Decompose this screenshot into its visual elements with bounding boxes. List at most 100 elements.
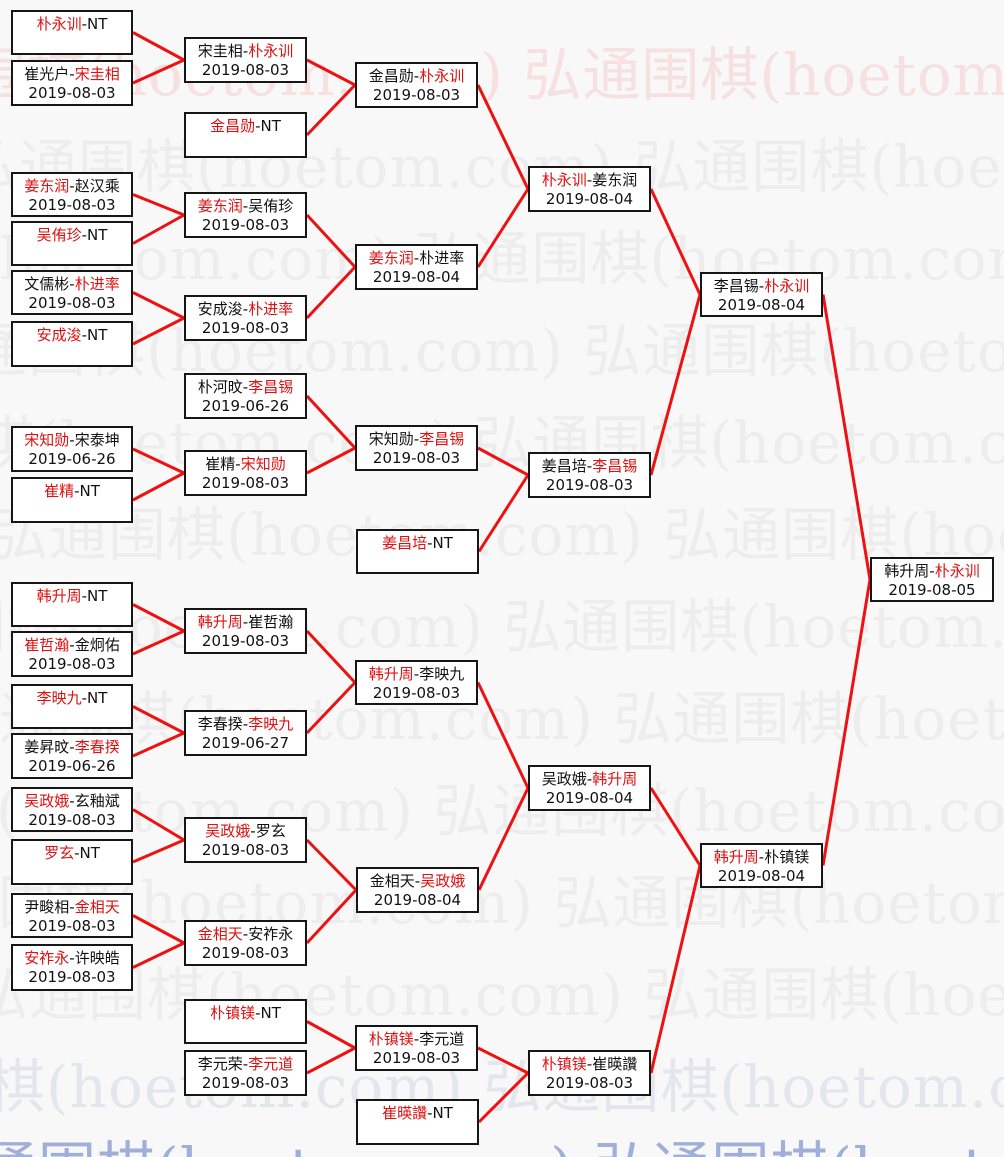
pairing-separator: - (242, 925, 249, 943)
pairing-separator: - (758, 277, 765, 295)
pairing-separator: - (586, 457, 593, 475)
match-box-c2b2: 金昌勋-NT (184, 112, 307, 158)
bracket-connector (132, 629, 185, 656)
match-pairing: 崔暎讚-NT (382, 1104, 453, 1123)
bracket-connector (132, 316, 185, 346)
player-name: NT (260, 117, 281, 135)
match-date: 2019-06-26 (28, 450, 116, 468)
pairing-separator: - (81, 326, 88, 344)
match-pairing: 韩升周-朴镇镁 (714, 848, 809, 867)
match-pairing: 韩升周-朴永训 (884, 562, 979, 581)
winner-name: 李映九 (248, 715, 294, 733)
player-name: NT (260, 1004, 281, 1022)
player-name: NT (432, 534, 453, 552)
match-pairing: 罗玄-NT (44, 844, 100, 863)
winner-name: 金相天 (197, 925, 243, 943)
match-date: 2019-08-03 (201, 61, 290, 79)
bracket-connector (305, 681, 357, 735)
pairing-separator: - (586, 1055, 593, 1073)
match-date: 2019-08-03 (201, 632, 290, 650)
winner-name: 韩升周 (197, 613, 243, 631)
pairing-separator: - (413, 67, 420, 85)
match-date: 2019-06-26 (28, 757, 116, 775)
bracket-connector (305, 213, 357, 269)
player-name: NT (87, 226, 108, 244)
winner-name: 朴永训 (764, 277, 810, 295)
player-name: 朴河旼 (197, 378, 243, 396)
player-name: NT (79, 482, 100, 500)
match-pairing: 宋知勋-李昌锡 (369, 430, 464, 449)
bracket-connector (132, 705, 185, 735)
match-pairing: 吴侑珍-NT (37, 226, 108, 245)
player-name: 李映九 (419, 665, 465, 683)
winner-name: 李昌锡 (592, 457, 638, 475)
pairing-separator: - (242, 715, 249, 733)
pairing-separator: - (427, 1104, 433, 1122)
winner-name: 朴镇镁 (368, 1030, 414, 1048)
match-box-c2b4: 安成浚-朴进率 2019-08-03 (184, 295, 307, 341)
player-name: 李春揆 (197, 715, 243, 733)
winner-name: 朴进率 (74, 275, 120, 293)
match-date: 2019-08-03 (28, 84, 116, 102)
match-date: 2019-08-03 (201, 1074, 290, 1092)
match-pairing: 宋圭相-朴永训 (198, 42, 293, 61)
player-name: 安祚永 (248, 925, 294, 943)
bracket-connector (132, 838, 185, 864)
match-pairing: 姜东润-吴侑珍 (198, 197, 293, 216)
bracket-connector (306, 1046, 356, 1075)
match-date: 2019-08-04 (717, 867, 806, 885)
bracket-connector (821, 579, 872, 866)
bracket-connector (305, 394, 357, 450)
winner-name: 宋知勋 (240, 455, 286, 473)
pairing-separator: - (81, 689, 88, 707)
match-box-c2b5: 朴河旼-李昌锡 2019-06-26 (184, 373, 307, 419)
player-name: NT (87, 326, 108, 344)
match-box-c2b6: 崔精-宋知勋 2019-08-03 (184, 450, 307, 496)
match-box-c3b5: 韩升周-李映九 2019-08-03 (355, 660, 478, 705)
match-pairing: 朴永训-姜东润 (542, 171, 637, 190)
match-box-c3b1: 金昌勋-朴永训 2019-08-03 (355, 62, 478, 108)
match-pairing: 李元荣-李元道 (198, 1055, 293, 1074)
bracket-connector (132, 471, 185, 502)
player-name: 朴镇镁 (764, 848, 810, 866)
player-name: 金相天 (369, 872, 415, 890)
match-box-c1b9: 韩升周-NT (11, 582, 133, 627)
player-name: NT (87, 587, 108, 605)
match-box-c1b2: 崔光户-宋圭相 2019-08-03 (11, 60, 133, 106)
winner-name: 安祚永 (24, 949, 70, 967)
match-pairing: 姜东润-朴进率 (369, 249, 464, 268)
winner-name: 金相天 (74, 898, 120, 916)
pairing-separator: - (69, 636, 75, 654)
match-box-c5b2: 韩升周-朴镇镁 2019-08-04 (700, 843, 823, 888)
pairing-separator: - (235, 455, 241, 473)
match-date: 2019-06-26 (201, 397, 290, 415)
player-name: 崔哲瀚 (248, 613, 294, 631)
pairing-separator: - (74, 844, 80, 862)
player-name: 姜东润 (592, 171, 638, 189)
match-date: 2019-08-03 (201, 841, 290, 859)
pairing-separator: - (69, 431, 75, 449)
player-name: 崔暎讚 (592, 1055, 638, 1073)
player-name: 罗玄 (255, 822, 286, 840)
match-date: 2019-08-03 (201, 474, 290, 492)
match-date: 2019-08-03 (28, 655, 116, 673)
winner-name: 李元道 (248, 1055, 294, 1073)
winner-name: 朴永训 (36, 15, 82, 33)
bracket-connector (476, 84, 530, 190)
match-pairing: 朴永训-NT (37, 15, 108, 34)
player-name: 姜昌培 (541, 457, 587, 475)
bracket-connector (305, 838, 358, 892)
pairing-separator: - (427, 534, 433, 552)
match-pairing: 文儒彬-朴进率 (24, 275, 119, 294)
bracket-connector (132, 914, 185, 945)
match-pairing: 李映九-NT (37, 689, 108, 708)
winner-name: 姜东润 (24, 177, 70, 195)
pairing-separator: - (69, 65, 75, 83)
winner-name: 宋圭相 (74, 65, 120, 83)
winner-name: 李映九 (36, 689, 82, 707)
winner-name: 李春揆 (74, 738, 120, 756)
winner-name: 朴永训 (541, 171, 587, 189)
pairing-separator: - (242, 613, 249, 631)
match-box-c3b6: 金相天-吴政娥 2019-08-04 (356, 867, 479, 913)
